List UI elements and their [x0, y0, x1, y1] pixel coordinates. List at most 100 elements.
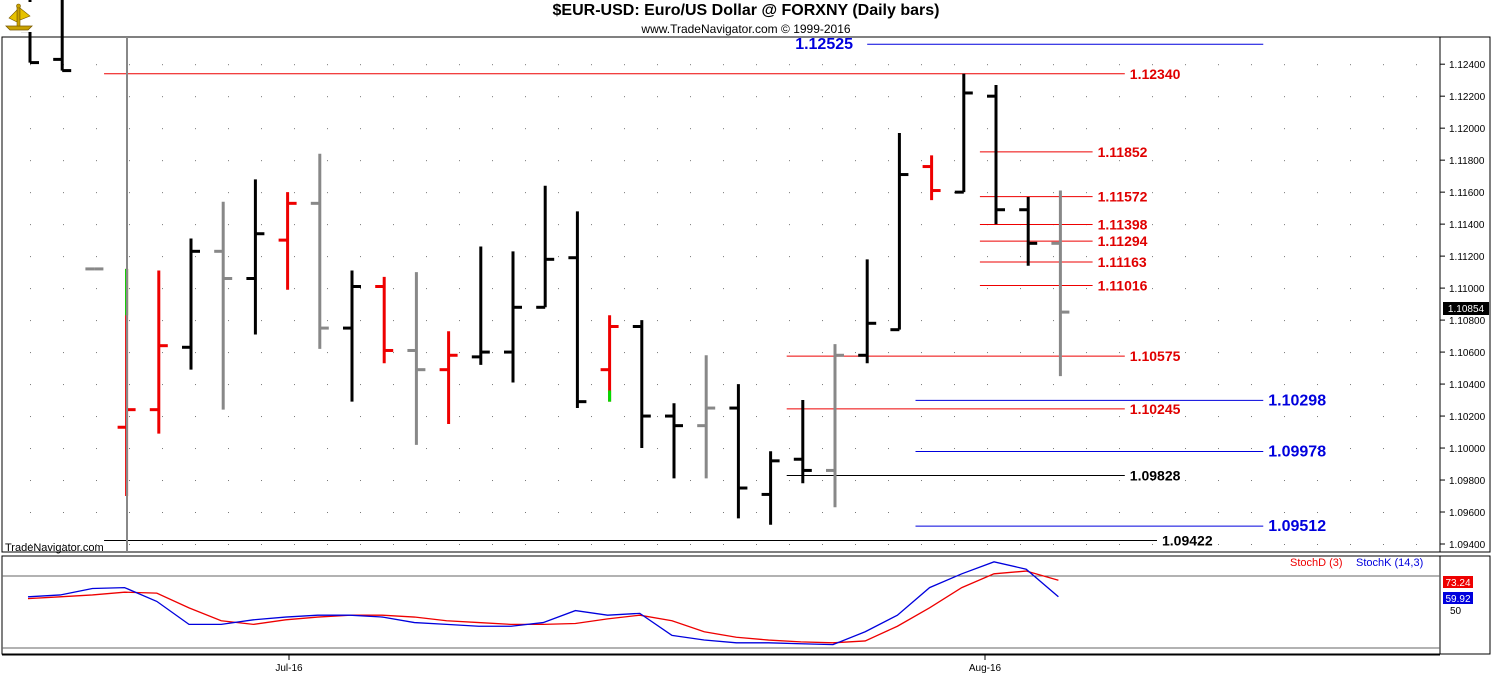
grid-dot	[195, 96, 196, 98]
grid-dot	[327, 416, 328, 418]
grid-dot	[195, 288, 196, 290]
grid-dot	[624, 480, 625, 482]
grid-dot	[426, 512, 427, 514]
grid-dot	[1020, 320, 1021, 322]
grid-dot	[624, 288, 625, 290]
grid-dot	[624, 352, 625, 354]
grid-dot	[96, 64, 97, 66]
grid-dot	[1086, 480, 1087, 482]
grid-dot	[261, 96, 262, 98]
grid-dot	[1383, 320, 1384, 322]
ohlc-bar	[53, 0, 72, 73]
grid-dot	[789, 128, 790, 130]
grid-dot	[789, 448, 790, 450]
grid-dot	[393, 224, 394, 226]
grid-dot	[756, 448, 757, 450]
grid-dot	[822, 64, 823, 66]
grid-dot	[1086, 64, 1087, 66]
grid-dot	[1383, 512, 1384, 514]
grid-dot	[96, 544, 97, 546]
grid-dot	[459, 352, 460, 354]
grid-dot	[690, 128, 691, 130]
grid-dot	[921, 96, 922, 98]
grid-dot	[987, 448, 988, 450]
grid-dot	[1218, 544, 1219, 546]
y-tick-label: 1.10600	[1449, 348, 1486, 359]
grid-dot	[1086, 448, 1087, 450]
grid-dot	[1317, 256, 1318, 258]
grid-dot	[1053, 192, 1054, 194]
grid-dot	[855, 416, 856, 418]
grid-dot	[888, 512, 889, 514]
grid-dot	[954, 64, 955, 66]
ohlc-bar	[793, 400, 812, 484]
grid-dot	[1284, 64, 1285, 66]
ohlc-bar	[504, 251, 522, 383]
grid-dot	[360, 160, 361, 162]
grid-dot	[261, 160, 262, 162]
grid-dot	[888, 320, 889, 322]
grid-dot	[30, 224, 31, 226]
grid-dot	[1383, 544, 1384, 546]
grid-dot	[294, 352, 295, 354]
grid-dot	[327, 128, 328, 130]
grid-dot	[459, 448, 460, 450]
grid-dot	[327, 160, 328, 162]
grid-dot	[1350, 128, 1351, 130]
grid-dot	[987, 384, 988, 386]
grid-dot	[1317, 416, 1318, 418]
grid-dot	[855, 288, 856, 290]
grid-dot	[261, 192, 262, 194]
grid-dot	[789, 64, 790, 66]
grid-dot	[426, 256, 427, 258]
grid-dot	[1218, 352, 1219, 354]
grid-dot	[1251, 320, 1252, 322]
grid-dot	[690, 224, 691, 226]
grid-dot	[723, 384, 724, 386]
y-tick-label: 1.10200	[1449, 412, 1486, 423]
grid-dot	[1086, 384, 1087, 386]
grid-dot	[855, 64, 856, 66]
grid-dot	[1383, 352, 1384, 354]
grid-dot	[888, 288, 889, 290]
grid-dot	[426, 192, 427, 194]
grid-dot	[1086, 192, 1087, 194]
level-label: 1.09512	[1268, 518, 1326, 535]
grid-dot	[1119, 544, 1120, 546]
grid-dot	[690, 160, 691, 162]
grid-dot	[1152, 416, 1153, 418]
grid-dot	[327, 96, 328, 98]
grid-dot	[294, 512, 295, 514]
grid-dot	[954, 544, 955, 546]
grid-dot	[459, 224, 460, 226]
grid-dot	[63, 352, 64, 354]
grid-dot	[228, 160, 229, 162]
grid-dot	[426, 448, 427, 450]
grid-dot	[129, 352, 130, 354]
grid-dot	[756, 224, 757, 226]
grid-dot	[1416, 384, 1417, 386]
grid-dot	[690, 480, 691, 482]
grid-dot	[360, 512, 361, 514]
grid-dot	[459, 256, 460, 258]
grid-dot	[525, 256, 526, 258]
grid-dot	[63, 160, 64, 162]
legend-stochk: StochK (14,3)	[1356, 557, 1423, 569]
grid-dot	[723, 512, 724, 514]
grid-dot	[690, 64, 691, 66]
grid-dot	[525, 448, 526, 450]
grid-dot	[1350, 544, 1351, 546]
grid-dot	[525, 224, 526, 226]
grid-dot	[624, 64, 625, 66]
y-tick-label: 1.10000	[1449, 444, 1486, 455]
grid-dot	[657, 96, 658, 98]
grid-dot	[987, 256, 988, 258]
grid-dot	[129, 416, 130, 418]
grid-dot	[1053, 416, 1054, 418]
y-tick-label: 1.11200	[1449, 252, 1485, 263]
grid-dot	[1020, 480, 1021, 482]
grid-dot	[756, 128, 757, 130]
grid-dot	[822, 128, 823, 130]
grid-dot	[657, 288, 658, 290]
